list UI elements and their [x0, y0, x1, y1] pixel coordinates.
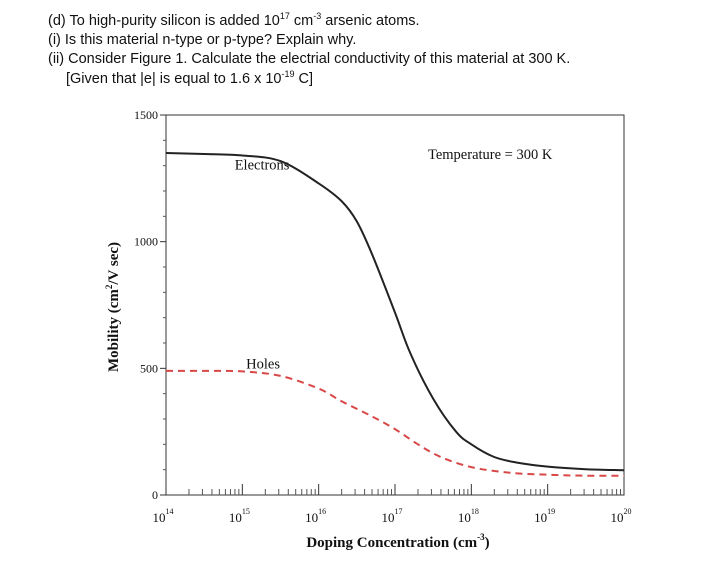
question-given: [Given that |e| is equal to 1.6 x 10-19 …: [66, 69, 314, 88]
question-line-d: (d) To high-purity silicon is added 1017…: [48, 11, 420, 30]
x-tick-label: 1020: [611, 507, 632, 525]
series-label-holes: Holes: [246, 356, 280, 372]
series-label-electrons: Electrons: [235, 157, 290, 173]
series-line-holes: [165, 369, 625, 477]
x-axis-label: Doping Concentration (cm-3): [306, 532, 489, 551]
x-tick-label: 1019: [534, 507, 555, 525]
series-line-electrons: [165, 152, 625, 472]
x-tick-label: 1015: [229, 507, 250, 525]
temperature-annotation: Temperature = 300 K: [428, 147, 553, 163]
question-line-i: (i) Is this material n-type or p-type? E…: [48, 32, 357, 48]
y-tick-label: 0: [152, 488, 158, 502]
y-tick-label: 1500: [134, 108, 158, 122]
y-tick-label: 500: [140, 361, 158, 375]
question-line-ii: (ii) Consider Figure 1. Calculate the el…: [48, 51, 571, 67]
y-tick-label: 1000: [134, 235, 158, 249]
x-tick-label: 1016: [305, 507, 326, 525]
x-tick-label: 1014: [153, 507, 174, 525]
x-tick-label: 1017: [382, 507, 403, 525]
y-axis-label: Mobility (cm2/V sec): [104, 242, 122, 372]
x-tick-label: 1018: [458, 507, 479, 525]
